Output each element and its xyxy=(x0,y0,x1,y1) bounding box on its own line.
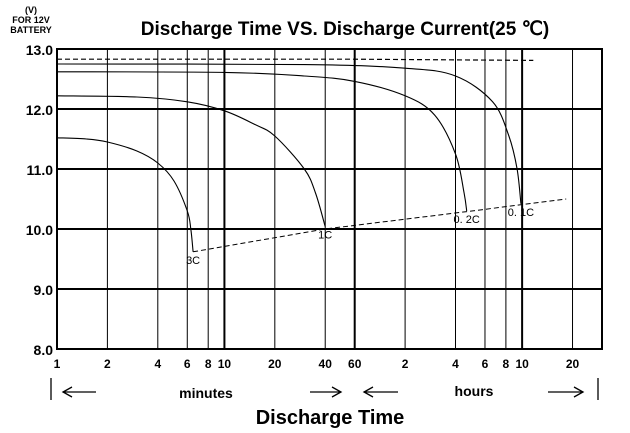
y-unit-line-1: (V) xyxy=(25,5,37,15)
x-tick-label: 20 xyxy=(566,357,580,371)
y-axis-unit-label: (V) FOR 12V BATTERY xyxy=(10,5,52,35)
series-label: 1C xyxy=(318,230,332,242)
hours-label: hours xyxy=(455,383,494,399)
x-tick-label: 6 xyxy=(184,357,191,371)
x-axis-title: Discharge Time xyxy=(256,407,405,429)
x-tick-label: 8 xyxy=(503,357,510,371)
x-tick-label: 20 xyxy=(268,357,282,371)
x-tick-label: 6 xyxy=(482,357,489,371)
plot-frame xyxy=(56,48,603,350)
unit-arrows xyxy=(50,378,599,400)
series-label: 0. 2C xyxy=(454,214,480,226)
arrow-head xyxy=(331,386,343,398)
x-tick-label: 10 xyxy=(218,357,232,371)
x-tick-label: 2 xyxy=(104,357,111,371)
y-unit-line-2: FOR 12V xyxy=(12,15,50,25)
label-layer: 8.09.010.011.012.013.01 2 4 6 8 10 20 40 60 2 4 6 8 1… xyxy=(26,42,580,371)
x-tick-label: 4 xyxy=(452,357,459,371)
y-tick-label: 13.0 xyxy=(26,42,53,58)
x-tick-label: 10 xyxy=(515,357,529,371)
series-line xyxy=(56,71,468,212)
series-label: 0. 1C xyxy=(508,207,534,219)
series-layer xyxy=(56,58,567,253)
arrow-head xyxy=(573,386,585,398)
minutes-label: minutes xyxy=(179,385,233,401)
y-tick-label: 12.0 xyxy=(26,102,53,118)
x-tick-label: 2 xyxy=(402,357,409,371)
arrow-head xyxy=(61,386,73,398)
x-tick-label: 4 xyxy=(154,357,161,371)
x-tick-label: 1 xyxy=(54,357,61,371)
x-tick-label: 8 xyxy=(205,357,212,371)
series-line xyxy=(56,137,194,252)
y-tick-label: 10.0 xyxy=(26,222,53,238)
series-line xyxy=(56,95,326,227)
chart-title: Discharge Time VS. Discharge Current(25 … xyxy=(141,19,550,40)
y-unit-line-3: BATTERY xyxy=(10,25,52,35)
y-tick-label: 8.0 xyxy=(34,342,54,358)
initial-voltage-dashed-line xyxy=(57,58,534,61)
y-tick-label: 9.0 xyxy=(34,282,54,298)
x-tick-label: 60 xyxy=(348,357,362,371)
series-label: 3C xyxy=(186,255,200,267)
end-voltage-dashed-line xyxy=(193,198,567,253)
arrow-head xyxy=(362,386,374,398)
x-tick-label: 40 xyxy=(319,357,333,371)
y-tick-label: 11.0 xyxy=(27,162,54,178)
series-line xyxy=(56,63,522,204)
